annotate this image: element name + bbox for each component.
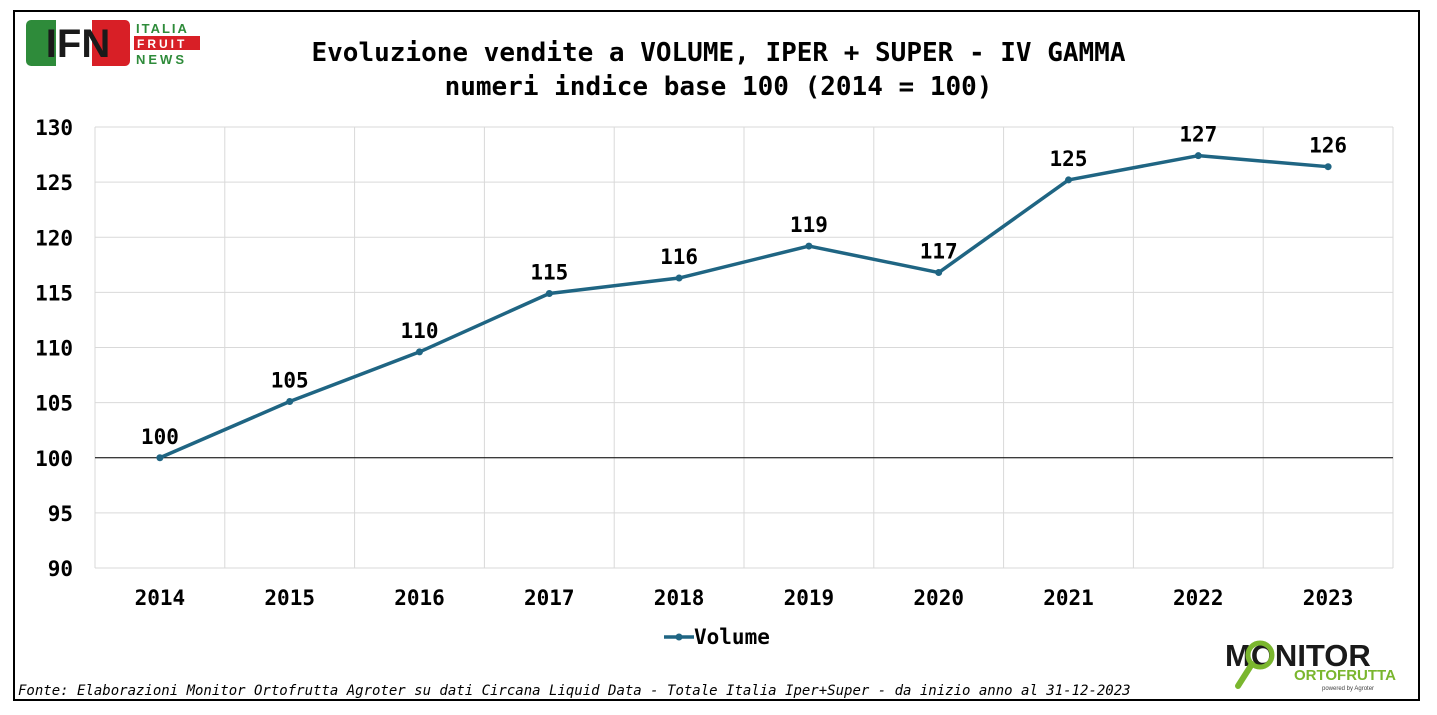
data-point xyxy=(1065,176,1072,184)
ifn-logo: IFN ITALIA FRUIT NEWS xyxy=(26,20,200,67)
data-point xyxy=(805,242,813,250)
data-point xyxy=(675,274,683,282)
legend-swatch-marker xyxy=(675,633,683,641)
x-tick-label: 2023 xyxy=(1303,586,1354,610)
data-label: 115 xyxy=(530,260,568,284)
x-tick-label: 2021 xyxy=(1043,586,1094,610)
chart-subtitle: numeri indice base 100 (2014 = 100) xyxy=(444,72,993,102)
y-tick-label: 90 xyxy=(48,557,73,581)
monitor-ortofrutta-logo: MONITOR ORTOFRUTTA powered by Agroter xyxy=(1225,638,1396,692)
x-tick-label: 2016 xyxy=(394,586,445,610)
x-tick-label: 2019 xyxy=(784,586,835,610)
data-point xyxy=(545,289,553,297)
y-tick-label: 120 xyxy=(35,226,73,250)
data-point xyxy=(1324,163,1332,171)
y-tick-label: 110 xyxy=(35,337,73,361)
monitor-logo-tagline: powered by Agroter xyxy=(1322,686,1374,692)
monitor-logo-word2: ORTOFRUTTA xyxy=(1294,667,1396,684)
ifn-logo-line1: ITALIA xyxy=(136,21,189,36)
data-point xyxy=(1194,152,1202,160)
x-tick-label: 2020 xyxy=(913,586,964,610)
source-note: Fonte: Elaborazioni Monitor Ortofrutta A… xyxy=(18,683,1131,699)
x-tick-label: 2017 xyxy=(524,586,575,610)
magnifier-icon xyxy=(1245,640,1275,670)
data-label: 117 xyxy=(920,240,958,264)
series-line-volume xyxy=(159,153,1329,460)
data-label: 119 xyxy=(790,213,828,237)
data-label: 125 xyxy=(1050,147,1088,171)
y-tick-label: 95 xyxy=(48,502,73,526)
y-tick-label: 105 xyxy=(35,392,73,416)
y-tick-label: 125 xyxy=(35,171,73,195)
data-label: 100 xyxy=(141,425,179,449)
chart-title: Evoluzione vendite a VOLUME, IPER + SUPE… xyxy=(311,38,1126,68)
y-tick-label: 115 xyxy=(35,281,73,305)
legend-label-volume: Volume xyxy=(694,625,770,649)
chart-frame xyxy=(13,10,1420,701)
data-label: 105 xyxy=(271,369,309,393)
ifn-logo-line2: FRUIT xyxy=(137,37,187,51)
data-point xyxy=(156,454,164,462)
data-label: 126 xyxy=(1309,134,1347,158)
ifn-logo-line3: NEWS xyxy=(136,52,187,67)
data-point xyxy=(416,348,423,356)
y-tick-label: 100 xyxy=(35,447,73,471)
x-tick-label: 2018 xyxy=(654,586,705,610)
data-point xyxy=(935,269,943,277)
x-tick-label: 2022 xyxy=(1173,586,1224,610)
x-tick-label: 2014 xyxy=(135,586,186,610)
x-tick-label: 2015 xyxy=(264,586,315,610)
data-point xyxy=(286,398,294,406)
data-label: 116 xyxy=(660,245,698,269)
ifn-logo-letters: IFN xyxy=(46,22,110,66)
data-label: 127 xyxy=(1179,123,1217,147)
y-tick-label: 130 xyxy=(35,116,73,140)
data-label: 110 xyxy=(401,319,439,343)
